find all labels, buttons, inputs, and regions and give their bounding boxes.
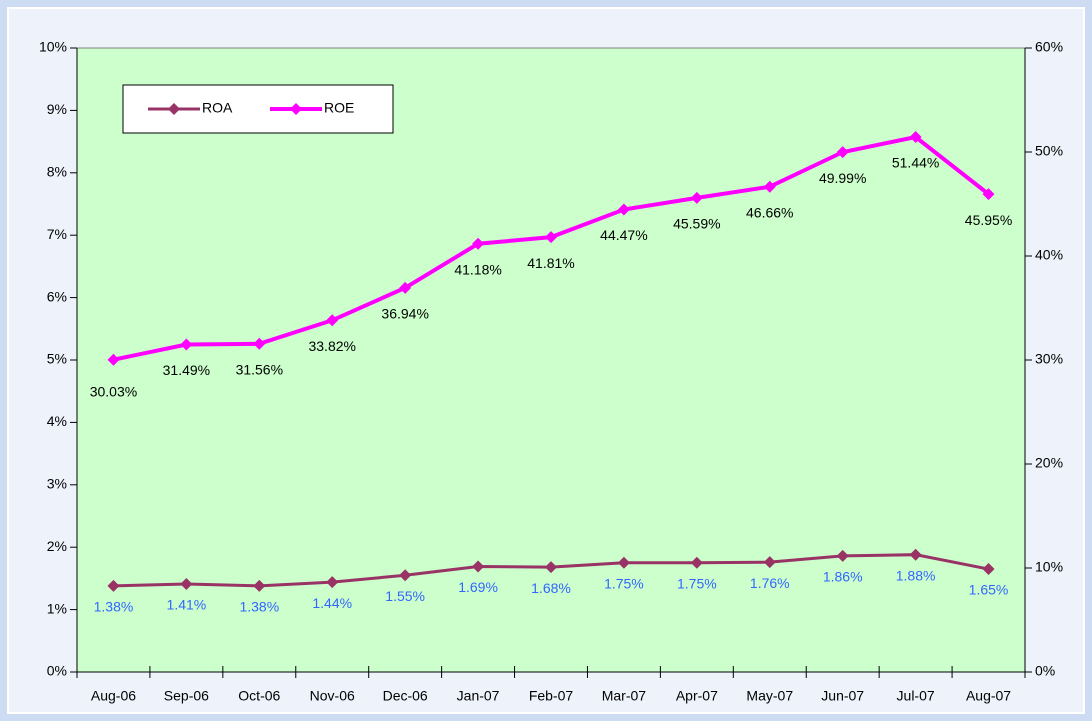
y-tick-label: 5%: [47, 351, 67, 367]
point-marker: [253, 579, 266, 592]
legend-marker: [168, 103, 180, 115]
point-marker: [982, 563, 995, 576]
data-label: 49.99%: [819, 170, 866, 186]
point-marker: [107, 579, 120, 592]
point-marker: [107, 353, 120, 366]
data-label: 1.55%: [385, 588, 425, 604]
data-label: 36.94%: [381, 306, 428, 322]
point-marker: [545, 561, 557, 574]
data-label: 1.44%: [312, 595, 352, 611]
point-marker: [690, 191, 703, 204]
y-tick-label: 8%: [47, 164, 67, 180]
point-marker: [982, 188, 995, 201]
y2-tick-label: 50%: [1035, 143, 1063, 159]
data-label: 41.18%: [454, 261, 501, 277]
data-label: 31.49%: [163, 362, 210, 378]
y-tick-label: 2%: [47, 538, 67, 554]
legend-marker: [290, 103, 302, 115]
data-label: 45.95%: [965, 212, 1012, 228]
data-label: 1.75%: [677, 576, 717, 592]
point-marker: [472, 560, 485, 573]
point-marker: [763, 180, 776, 193]
point-marker: [180, 338, 193, 351]
point-marker: [326, 314, 339, 327]
data-label: 1.38%: [94, 599, 134, 615]
y-tick-label: 6%: [47, 288, 67, 304]
data-label: 1.38%: [239, 599, 279, 615]
point-marker: [909, 131, 922, 144]
x-tick-label: Jun-07: [821, 688, 864, 704]
point-marker: [399, 569, 412, 582]
point-marker: [763, 556, 776, 569]
y-tick-label: 9%: [47, 101, 67, 117]
data-label: 1.86%: [823, 569, 863, 585]
x-tick-label: Jul-07: [897, 688, 935, 704]
data-label: 46.66%: [746, 204, 793, 220]
x-tick-label: Feb-07: [529, 688, 574, 704]
data-label: 41.81%: [527, 255, 574, 271]
y-tick-label: 3%: [47, 476, 67, 492]
data-label: 1.69%: [458, 579, 498, 595]
x-tick-label: Mar-07: [602, 688, 647, 704]
data-label: 1.68%: [531, 580, 571, 596]
x-tick-label: Oct-06: [238, 688, 280, 704]
x-tick-label: Aug-07: [966, 688, 1011, 704]
y-tick-label: 4%: [47, 413, 67, 429]
legend-label: ROE: [324, 100, 354, 116]
y2-tick-label: 20%: [1035, 455, 1063, 471]
point-marker: [909, 548, 922, 561]
point-marker: [690, 556, 703, 569]
data-label: 45.59%: [673, 216, 720, 232]
x-tick-label: Nov-06: [310, 688, 355, 704]
data-label: 33.82%: [308, 338, 355, 354]
y2-tick-label: 60%: [1035, 39, 1063, 55]
point-marker: [836, 146, 849, 159]
y-tick-label: 10%: [39, 39, 67, 55]
data-label: 44.47%: [600, 227, 647, 243]
x-tick-label: May-07: [746, 688, 793, 704]
y2-tick-label: 0%: [1035, 663, 1055, 679]
data-label: 51.44%: [892, 155, 939, 171]
data-label: 1.75%: [604, 576, 644, 592]
y2-tick-label: 10%: [1035, 559, 1063, 575]
point-marker: [253, 337, 266, 350]
point-marker: [399, 281, 412, 294]
data-label: 1.76%: [750, 575, 790, 591]
y2-tick-label: 40%: [1035, 247, 1063, 263]
point-marker: [545, 231, 557, 244]
x-tick-label: Dec-06: [383, 688, 428, 704]
y2-tick-label: 30%: [1035, 351, 1063, 367]
y-tick-label: 0%: [47, 663, 67, 679]
data-label: 1.65%: [969, 582, 1009, 598]
point-marker: [617, 203, 630, 216]
x-tick-label: Sep-06: [164, 688, 209, 704]
point-marker: [180, 578, 193, 591]
legend-label: ROA: [202, 100, 233, 116]
data-label: 30.03%: [90, 383, 137, 399]
x-tick-label: Jan-07: [457, 688, 500, 704]
point-marker: [326, 576, 339, 589]
point-marker: [617, 556, 630, 569]
data-label: 1.41%: [167, 597, 207, 613]
point-marker: [836, 549, 849, 562]
point-marker: [472, 237, 485, 250]
y-tick-label: 7%: [47, 226, 67, 242]
x-tick-label: Aug-06: [91, 688, 136, 704]
data-label: 31.56%: [236, 361, 283, 377]
data-label: 1.88%: [896, 567, 936, 583]
y-tick-label: 1%: [47, 600, 67, 616]
plot-area: [76, 47, 1026, 673]
x-tick-label: Apr-07: [676, 688, 718, 704]
